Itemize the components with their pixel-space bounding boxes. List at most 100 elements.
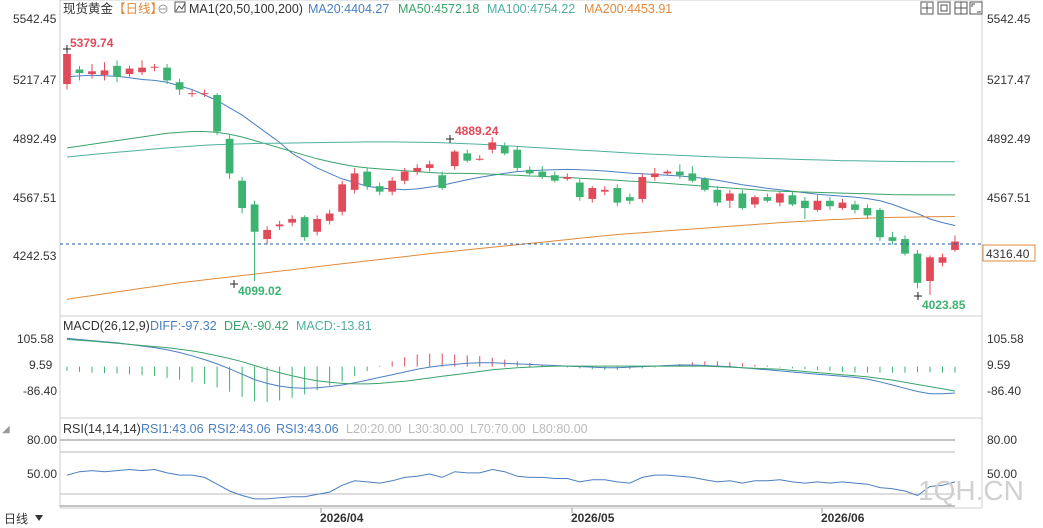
candle-body — [913, 253, 922, 283]
candle — [125, 65, 134, 77]
high-annotation: 5379.74 — [70, 36, 114, 50]
main-y-axis: 5542.45 5217.47 4892.49 4567.51 4242.53 … — [13, 12, 1031, 263]
period-label[interactable]: 【日线】 — [113, 2, 163, 16]
candle — [700, 177, 709, 192]
macd-title[interactable]: MACD(26,12,9) — [63, 319, 150, 333]
rsi-l80: L80:80.00 — [532, 422, 588, 436]
candle-body — [776, 193, 784, 203]
rsi-y-tick-right: 50.00 — [987, 467, 1017, 481]
candle — [525, 166, 534, 176]
ma100-value: MA100:4754.22 — [487, 2, 575, 16]
candle-body — [763, 197, 772, 201]
candle-body — [500, 146, 509, 154]
candle — [213, 93, 221, 136]
candle — [325, 209, 334, 225]
period-footer-label[interactable]: 日线 — [4, 512, 28, 526]
candle — [788, 191, 797, 207]
current-price-marker: 4316.40 — [60, 243, 1036, 262]
candle-body — [88, 71, 96, 75]
y-tick-left: 4567.51 — [13, 191, 57, 205]
macd-y-tick: 105.58 — [17, 332, 54, 346]
candle-body — [550, 175, 559, 181]
candle — [313, 215, 322, 236]
candle-body — [125, 68, 134, 75]
ma200-value: MA200:4453.91 — [584, 2, 672, 16]
candle — [938, 253, 947, 267]
ma-line-ma100 — [66, 141, 955, 163]
candle-body — [325, 213, 334, 221]
candle-body — [625, 197, 634, 201]
rsi-l70: L70:70.00 — [470, 422, 526, 436]
candle — [738, 189, 747, 210]
chart-type-icon[interactable] — [174, 1, 186, 13]
candle-body — [425, 164, 434, 168]
crosshair-icon[interactable] — [920, 1, 934, 15]
candle — [488, 137, 497, 154]
rsi-legend: RSI(14,14,14) RSI1:43.06 RSI2:43.06 RSI3… — [63, 422, 588, 436]
period-selector[interactable]: 日线 — [4, 512, 43, 526]
candle — [438, 171, 447, 190]
candle-body — [613, 188, 622, 203]
candle — [113, 60, 121, 83]
candle — [338, 180, 347, 216]
grid-icon[interactable] — [954, 1, 968, 15]
current-price-label: 4316.40 — [986, 247, 1030, 261]
candle-body — [751, 197, 759, 205]
macd-diff-line — [66, 337, 956, 395]
candle-body — [488, 142, 497, 150]
candle-body — [951, 241, 959, 250]
candle — [751, 195, 759, 209]
settings-icon[interactable] — [158, 4, 168, 14]
candle — [100, 62, 109, 81]
ma-line-ma200 — [66, 216, 956, 300]
candle-body — [838, 202, 847, 209]
candle-body — [313, 218, 322, 232]
candle-body — [475, 158, 484, 160]
candle-body — [675, 171, 684, 176]
candle-body — [363, 171, 372, 187]
chevron-down-icon[interactable] — [35, 515, 43, 521]
ma-line-ma50 — [66, 131, 955, 196]
candle — [263, 226, 271, 245]
candle-body — [876, 209, 884, 238]
rsi-series — [66, 468, 956, 500]
ma20-value: MA20:4404.27 — [308, 2, 389, 16]
rsi-title[interactable]: RSI(14,14,14) — [63, 422, 141, 436]
candle-body — [350, 173, 359, 190]
low2-annotation: 4023.85 — [922, 298, 966, 312]
candle-body — [175, 82, 184, 90]
ma-line-ma20 — [66, 74, 956, 226]
macd-series — [66, 337, 956, 403]
macd-y-tick: 9.59 — [29, 358, 53, 372]
watermark: 1QH.CN — [918, 475, 1024, 506]
candle — [250, 200, 259, 282]
x-tick: 2026/05 — [571, 511, 615, 525]
candle — [75, 65, 84, 81]
fullscreen-icon[interactable] — [969, 1, 983, 15]
candle-body — [688, 173, 697, 181]
candle — [275, 220, 284, 230]
candle — [688, 166, 697, 183]
candle — [500, 142, 509, 156]
macd-y-tick-right: -86.40 — [987, 384, 1021, 398]
toolbar — [920, 1, 983, 15]
y-tick-left: 5542.45 — [13, 12, 57, 26]
zoom-icon[interactable] — [937, 1, 951, 15]
candle-body — [238, 180, 246, 209]
candle-body — [788, 195, 797, 205]
candle-body — [413, 167, 422, 172]
candle-body — [163, 67, 171, 81]
main-panel-frame — [59, 0, 983, 509]
candle-body — [563, 177, 572, 179]
candle — [725, 189, 734, 209]
candle — [463, 149, 472, 163]
candle-body — [450, 151, 459, 167]
candle — [138, 60, 146, 75]
candle-body — [275, 224, 284, 227]
resize-handle-icon[interactable]: ◢ — [2, 424, 10, 435]
ma-indicator-label[interactable]: MA1(20,50,100,200) — [189, 2, 303, 16]
candle-body — [513, 149, 522, 168]
macd-dea: DEA:-90.42 — [224, 319, 289, 333]
rsi2-value: RSI2:43.06 — [208, 422, 271, 436]
